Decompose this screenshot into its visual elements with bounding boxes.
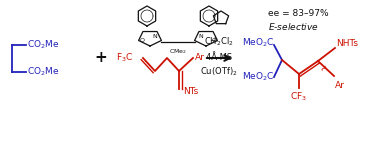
Text: CF$_3$: CF$_3$: [290, 91, 308, 103]
Text: N: N: [153, 34, 157, 38]
Text: ee = 83–97%: ee = 83–97%: [268, 9, 328, 17]
Text: O: O: [212, 38, 217, 43]
Text: CMe$_2$: CMe$_2$: [169, 48, 187, 57]
Text: O: O: [139, 38, 144, 43]
Text: MeO$_2$C: MeO$_2$C: [242, 71, 274, 83]
Text: F$_3$C: F$_3$C: [116, 52, 133, 64]
Text: Ar: Ar: [195, 54, 205, 62]
Text: N: N: [198, 34, 203, 38]
Text: ~: ~: [319, 62, 332, 75]
Text: Ar: Ar: [335, 81, 345, 89]
Text: MeO$_2$C: MeO$_2$C: [242, 37, 274, 49]
Text: +: +: [94, 51, 107, 65]
Text: NHTs: NHTs: [336, 39, 358, 49]
Text: CO$_2$Me: CO$_2$Me: [27, 66, 60, 78]
Text: NTs: NTs: [183, 86, 198, 96]
Text: CO$_2$Me: CO$_2$Me: [27, 39, 60, 51]
Text: 4Å MS: 4Å MS: [206, 53, 232, 61]
Text: CH$_2$Cl$_2$: CH$_2$Cl$_2$: [204, 36, 234, 48]
Text: $E$-selective: $E$-selective: [268, 21, 319, 33]
Text: Cu(OTf)$_2$: Cu(OTf)$_2$: [200, 66, 238, 78]
